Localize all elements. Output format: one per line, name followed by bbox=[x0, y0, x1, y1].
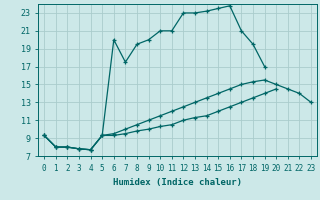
X-axis label: Humidex (Indice chaleur): Humidex (Indice chaleur) bbox=[113, 178, 242, 187]
